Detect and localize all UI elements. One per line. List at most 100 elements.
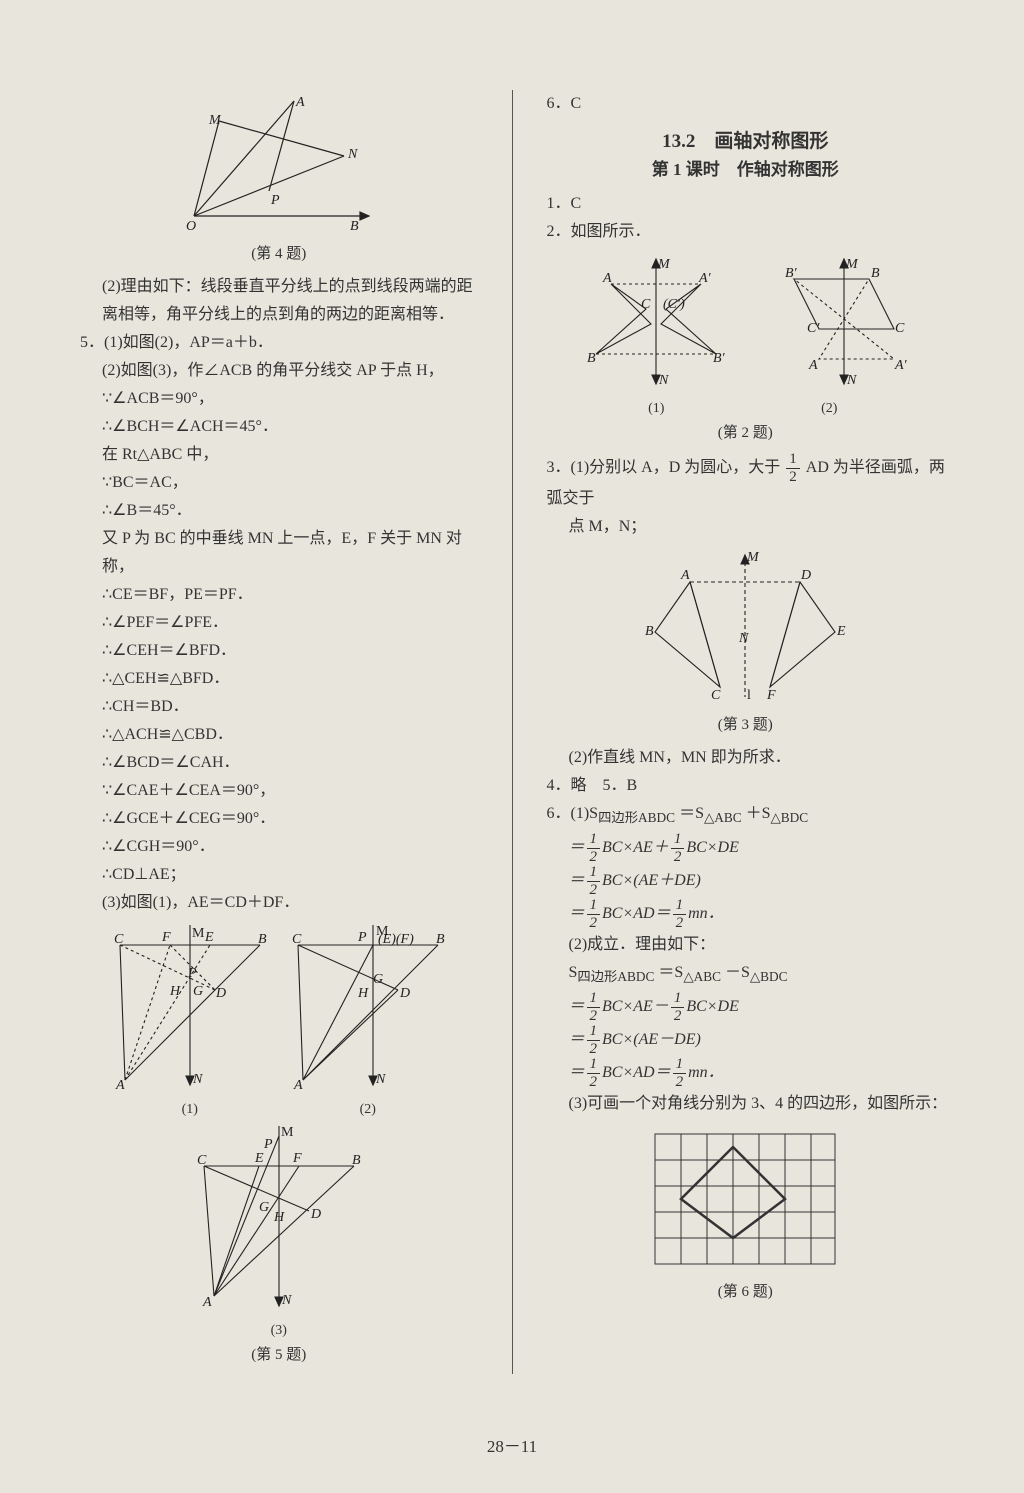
svg-text:D: D bbox=[800, 568, 811, 583]
svg-text:P: P bbox=[187, 966, 197, 981]
svg-text:C: C bbox=[641, 297, 651, 312]
proof-line: ∴△CEH≌△BFD． bbox=[72, 665, 486, 693]
figure-3-caption: (第 3 题) bbox=[539, 713, 953, 734]
q3-line1: 3．(1)分别以 A，D 为圆心，大于 12 AD 为半径画弧，两弧交于 bbox=[539, 452, 953, 513]
svg-text:N: N bbox=[738, 631, 749, 646]
figure-5-2: C P M (E)(F) B H G D N A bbox=[288, 925, 448, 1095]
svg-text:H: H bbox=[273, 1210, 285, 1225]
figure-3: M AD BE N ClF bbox=[635, 547, 855, 707]
q3-line2: 点 M，N； bbox=[539, 513, 953, 541]
q5-part1: 5．(1)如图(2)，AP＝a＋b． bbox=[72, 329, 486, 357]
svg-text:l: l bbox=[747, 688, 751, 703]
column-divider bbox=[512, 90, 513, 1374]
svg-text:P: P bbox=[357, 930, 367, 945]
figure-6 bbox=[645, 1124, 845, 1274]
svg-text:B: B bbox=[350, 219, 359, 234]
svg-text:P: P bbox=[263, 1137, 273, 1152]
svg-text:(C′): (C′) bbox=[663, 297, 685, 312]
svg-text:H: H bbox=[357, 986, 369, 1001]
proof-line: 又 P 为 BC 的中垂线 MN 上一点，E，F 关于 MN 对称， bbox=[72, 525, 486, 581]
svg-text:F: F bbox=[292, 1151, 302, 1166]
svg-text:B: B bbox=[436, 932, 445, 947]
proof-line: (3)如图(1)，AE＝CD＋DF． bbox=[72, 889, 486, 917]
svg-text:F: F bbox=[766, 688, 776, 703]
svg-text:B: B bbox=[258, 932, 267, 947]
svg-text:B′: B′ bbox=[713, 351, 726, 366]
proof-line: ∴∠BCD＝∠CAH． bbox=[72, 749, 486, 777]
q6-part3: (3)可画一个对角线分别为 3、4 的四边形，如图所示： bbox=[539, 1090, 953, 1118]
svg-text:A: A bbox=[808, 358, 818, 373]
svg-text:N: N bbox=[846, 373, 857, 388]
q6-part2: (2)成立．理由如下： bbox=[539, 931, 953, 959]
fraction-half-icon: 12 bbox=[784, 452, 802, 485]
svg-text:A′: A′ bbox=[894, 358, 908, 373]
figure-2-row: M A A′ C (C′) B B′ N (1) M bbox=[539, 254, 953, 417]
svg-text:C′: C′ bbox=[807, 321, 820, 336]
svg-text:N: N bbox=[375, 1072, 386, 1087]
figure-2-sub1: (1) bbox=[581, 401, 731, 417]
svg-text:O: O bbox=[186, 219, 196, 234]
svg-text:G: G bbox=[373, 972, 383, 987]
svg-text:M: M bbox=[746, 550, 760, 565]
svg-text:N: N bbox=[347, 147, 358, 162]
svg-text:C: C bbox=[292, 932, 302, 947]
proof-line: ∴∠B＝45°． bbox=[72, 497, 486, 525]
svg-text:A′: A′ bbox=[698, 271, 712, 286]
figure-5-sub3: (3) bbox=[189, 1323, 369, 1339]
figure-5-3: M P C E F B G H D N A bbox=[189, 1126, 369, 1316]
q4-q5-answer: 4．略 5．B bbox=[539, 772, 953, 800]
proof-line: ∵∠CAE＋∠CEA＝90°， bbox=[72, 777, 486, 805]
svg-text:M: M bbox=[208, 113, 222, 128]
proof-line: ∴CH＝BD． bbox=[72, 693, 486, 721]
svg-text:G: G bbox=[193, 984, 203, 999]
svg-text:M: M bbox=[192, 926, 205, 941]
q6-eq5: ＝12BC×(AE－DE) bbox=[539, 1024, 953, 1057]
svg-text:B: B bbox=[645, 624, 654, 639]
svg-text:P: P bbox=[270, 193, 280, 208]
proof-line: 在 Rt△ABC 中， bbox=[72, 441, 486, 469]
figure-4-caption: (第 4 题) bbox=[72, 242, 486, 263]
section-subtitle: 第 1 课时 作轴对称图形 bbox=[539, 155, 953, 180]
q5-part2: (2)如图(3)，作∠ACB 的角平分线交 AP 于点 H， bbox=[72, 357, 486, 385]
figure-5-row1: C F M E B H G D N A P (1) bbox=[72, 925, 486, 1118]
svg-text:N: N bbox=[281, 1293, 292, 1308]
figure-5-caption: (第 5 题) bbox=[72, 1343, 486, 1364]
svg-text:A: A bbox=[293, 1078, 303, 1093]
figure-6-caption: (第 6 题) bbox=[539, 1280, 953, 1301]
figure-2-caption: (第 2 题) bbox=[539, 421, 953, 442]
q6-eq1: ＝12BC×AE＋12BC×DE bbox=[539, 832, 953, 865]
svg-text:D: D bbox=[399, 986, 410, 1001]
figure-2-sub2: (2) bbox=[749, 401, 909, 417]
svg-text:N: N bbox=[192, 1072, 203, 1087]
q6-eq2: ＝12BC×(AE＋DE) bbox=[539, 865, 953, 898]
q6-answer: 6．C bbox=[539, 90, 953, 118]
svg-text:E: E bbox=[204, 930, 214, 945]
svg-text:M: M bbox=[657, 257, 671, 272]
svg-text:H: H bbox=[169, 984, 181, 999]
q6-eq4: ＝12BC×AE－12BC×DE bbox=[539, 991, 953, 1024]
q3-part2: (2)作直线 MN，MN 即为所求． bbox=[539, 744, 953, 772]
proof-line: ∴∠PEF＝∠PFE． bbox=[72, 609, 486, 637]
right-column: 6．C 13.2 画轴对称图形 第 1 课时 作轴对称图形 1．C 2．如图所示… bbox=[539, 90, 953, 1374]
proof-line: ∴∠CGH＝90°． bbox=[72, 833, 486, 861]
proof-line: ∴CD⊥AE； bbox=[72, 861, 486, 889]
svg-text:C: C bbox=[197, 1153, 207, 1168]
figure-2-1: M A A′ C (C′) B B′ N bbox=[581, 254, 731, 394]
svg-text:B: B bbox=[587, 351, 596, 366]
svg-text:C: C bbox=[895, 321, 905, 336]
proof-line: ∴△ACH≌△CBD． bbox=[72, 721, 486, 749]
svg-text:F: F bbox=[161, 930, 171, 945]
figure-5-row2: M P C E F B G H D N A (3) bbox=[72, 1126, 486, 1339]
svg-text:D: D bbox=[310, 1207, 321, 1222]
svg-text:C: C bbox=[114, 932, 124, 947]
svg-text:A: A bbox=[602, 271, 612, 286]
svg-text:M: M bbox=[845, 257, 859, 272]
q3-text-a: 3．(1)分别以 A，D 为圆心，大于 bbox=[547, 459, 781, 476]
svg-text:D: D bbox=[215, 986, 226, 1001]
svg-text:A: A bbox=[295, 96, 305, 110]
svg-text:A: A bbox=[680, 568, 690, 583]
q2-answer: 2．如图所示． bbox=[539, 218, 953, 246]
svg-text:N: N bbox=[658, 373, 669, 388]
svg-text:A: A bbox=[202, 1295, 212, 1310]
svg-text:E: E bbox=[254, 1151, 264, 1166]
